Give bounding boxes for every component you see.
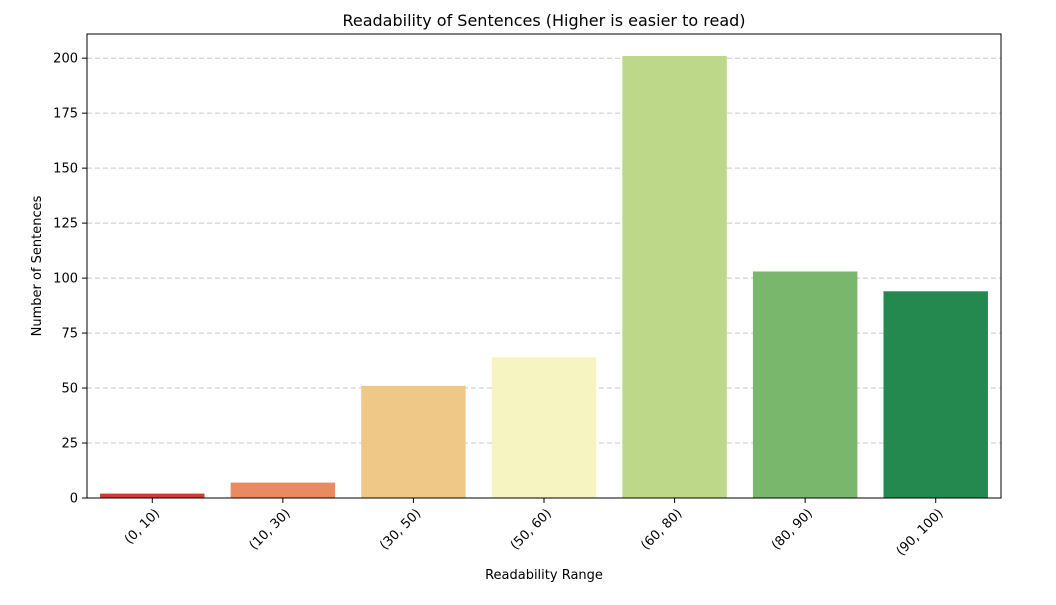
y-tick-label: 75: [61, 327, 78, 342]
x-tick-label: (90, 100): [894, 506, 947, 559]
bar: [361, 385, 466, 498]
x-tick-label: (30, 50): [377, 506, 424, 553]
bars: [100, 55, 988, 499]
y-tick-label: 150: [53, 162, 78, 177]
x-tick-label: (0, 10): [122, 506, 163, 547]
x-axis-label: Readability Range: [485, 568, 603, 583]
x-tick-label: (60, 80): [638, 506, 685, 553]
x-tick-label: (10, 30): [247, 506, 294, 553]
bar: [491, 357, 597, 498]
x-axis-ticks: (0, 10) (10, 30) (30, 50) (50, 60) (60, 80) (…: [122, 498, 947, 559]
chart-title: Readability of Sentences (Higher is easi…: [342, 11, 745, 30]
y-tick-label: 50: [61, 382, 78, 397]
y-tick-label: 25: [61, 437, 78, 452]
y-tick-label: 100: [53, 272, 78, 287]
y-tick-label: 175: [53, 107, 78, 122]
bar: [752, 271, 858, 498]
x-tick-label: (80, 90): [769, 506, 816, 553]
y-axis-label: Number of Sentences: [30, 195, 45, 336]
y-tick-label: 200: [53, 52, 78, 67]
x-tick-label: (50, 60): [508, 506, 555, 553]
y-tick-label: 125: [53, 217, 78, 232]
y-tick-label: 0: [70, 492, 78, 507]
bar: [100, 493, 205, 498]
y-gridlines: [87, 57, 1001, 444]
bar: [230, 482, 336, 498]
y-axis-ticks: 0 25 50 75 100 125 150 175 200: [53, 52, 87, 507]
bar: [622, 55, 727, 499]
bar: [883, 291, 988, 498]
